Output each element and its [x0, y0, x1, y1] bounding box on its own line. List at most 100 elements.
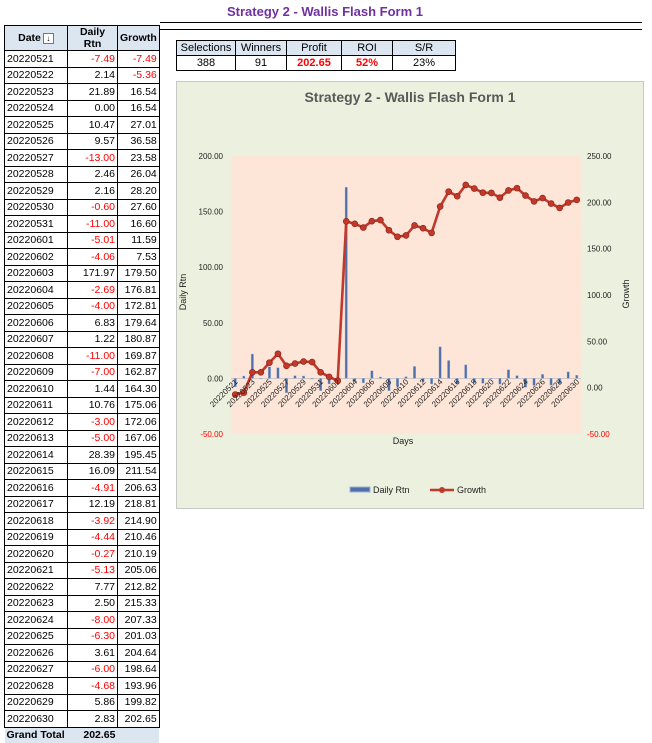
cell-daily-rtn[interactable]: 6.83: [67, 314, 118, 332]
cell-growth[interactable]: 27.60: [117, 198, 160, 216]
cell-daily-rtn[interactable]: 21.89: [67, 83, 118, 101]
cell-growth[interactable]: 207.33: [117, 611, 160, 629]
cell-date[interactable]: 20220622: [4, 578, 68, 596]
cell-date[interactable]: 20220528: [4, 165, 68, 183]
cell-date[interactable]: 20220602: [4, 248, 68, 266]
cell-date[interactable]: 20220524: [4, 99, 68, 117]
cell-daily-rtn[interactable]: 2.16: [67, 182, 118, 200]
cell-growth[interactable]: 204.64: [117, 644, 160, 662]
cell-daily-rtn[interactable]: -6.00: [67, 660, 118, 678]
cell-date[interactable]: 20220523: [4, 83, 68, 101]
cell-date[interactable]: 20220522: [4, 66, 68, 84]
cell-daily-rtn[interactable]: -5.00: [67, 429, 118, 447]
cell-growth[interactable]: 180.87: [117, 330, 160, 348]
cell-daily-rtn[interactable]: 12.19: [67, 495, 118, 513]
cell-daily-rtn[interactable]: -0.60: [67, 198, 118, 216]
cell-date[interactable]: 20220529: [4, 182, 68, 200]
cell-growth[interactable]: 210.19: [117, 545, 160, 563]
cell-growth[interactable]: 175.06: [117, 396, 160, 414]
cell-growth[interactable]: 167.06: [117, 429, 160, 447]
cell-growth[interactable]: 214.90: [117, 512, 160, 530]
cell-date[interactable]: 20220530: [4, 198, 68, 216]
cell-growth[interactable]: 176.81: [117, 281, 160, 299]
cell-growth[interactable]: 16.54: [117, 99, 160, 117]
cell-daily-rtn[interactable]: 16.09: [67, 462, 118, 480]
cell-date[interactable]: 20220620: [4, 545, 68, 563]
cell-daily-rtn[interactable]: -13.00: [67, 149, 118, 167]
cell-growth[interactable]: -5.36: [117, 66, 160, 84]
cell-growth[interactable]: 11.59: [117, 231, 160, 249]
cell-daily-rtn[interactable]: 2.46: [67, 165, 118, 183]
cell-date[interactable]: 20220525: [4, 116, 68, 134]
cell-date[interactable]: 20220612: [4, 413, 68, 431]
cell-growth[interactable]: 179.64: [117, 314, 160, 332]
cell-daily-rtn[interactable]: -3.00: [67, 413, 118, 431]
cell-date[interactable]: 20220531: [4, 215, 68, 233]
chart-container[interactable]: Strategy 2 - Wallis Flash Form 1 200.00 1…: [176, 81, 644, 509]
cell-date[interactable]: 20220611: [4, 396, 68, 414]
cell-daily-rtn[interactable]: -4.68: [67, 677, 118, 695]
cell-growth[interactable]: 205.06: [117, 561, 160, 579]
sort-filter-icon[interactable]: ↓: [42, 32, 54, 44]
cell-date[interactable]: 20220605: [4, 297, 68, 315]
cell-daily-rtn[interactable]: -3.92: [67, 512, 118, 530]
cell-date[interactable]: 20220624: [4, 611, 68, 629]
cell-growth[interactable]: 211.54: [117, 462, 160, 480]
cell-daily-rtn[interactable]: 28.39: [67, 446, 118, 464]
cell-date[interactable]: 20220527: [4, 149, 68, 167]
cell-daily-rtn[interactable]: 171.97: [67, 264, 118, 282]
cell-daily-rtn[interactable]: -5.01: [67, 231, 118, 249]
cell-daily-rtn[interactable]: 2.83: [67, 710, 118, 728]
cell-date[interactable]: 20220618: [4, 512, 68, 530]
cell-growth[interactable]: 199.82: [117, 693, 160, 711]
cell-growth[interactable]: 218.81: [117, 495, 160, 513]
cell-growth[interactable]: 16.54: [117, 83, 160, 101]
cell-growth[interactable]: 16.60: [117, 215, 160, 233]
cell-date[interactable]: 20220609: [4, 363, 68, 381]
chart-legend[interactable]: Daily Rtn Growth: [349, 485, 486, 495]
cell-daily-rtn[interactable]: -7.49: [67, 50, 118, 68]
cell-date[interactable]: 20220629: [4, 693, 68, 711]
cell-daily-rtn[interactable]: 10.76: [67, 396, 118, 414]
cell-growth[interactable]: 179.50: [117, 264, 160, 282]
cell-date[interactable]: 20220626: [4, 644, 68, 662]
cell-growth[interactable]: 7.53: [117, 248, 160, 266]
cell-daily-rtn[interactable]: 10.47: [67, 116, 118, 134]
cell-growth[interactable]: 172.81: [117, 297, 160, 315]
cell-daily-rtn[interactable]: -2.69: [67, 281, 118, 299]
cell-daily-rtn[interactable]: 2.50: [67, 594, 118, 612]
cell-date[interactable]: 20220617: [4, 495, 68, 513]
cell-growth[interactable]: 28.20: [117, 182, 160, 200]
header-date[interactable]: Date ↓: [4, 25, 68, 51]
cell-daily-rtn[interactable]: -0.27: [67, 545, 118, 563]
cell-growth[interactable]: 164.30: [117, 380, 160, 398]
cell-date[interactable]: 20220601: [4, 231, 68, 249]
cell-date[interactable]: 20220614: [4, 446, 68, 464]
cell-daily-rtn[interactable]: 7.77: [67, 578, 118, 596]
cell-date[interactable]: 20220526: [4, 132, 68, 150]
cell-date[interactable]: 20220627: [4, 660, 68, 678]
cell-growth[interactable]: 162.87: [117, 363, 160, 381]
cell-daily-rtn[interactable]: -8.00: [67, 611, 118, 629]
cell-daily-rtn[interactable]: 9.57: [67, 132, 118, 150]
cell-date[interactable]: 20220625: [4, 627, 68, 645]
cell-growth[interactable]: -7.49: [117, 50, 160, 68]
cell-growth[interactable]: 36.58: [117, 132, 160, 150]
cell-date[interactable]: 20220621: [4, 561, 68, 579]
cell-growth[interactable]: 27.01: [117, 116, 160, 134]
cell-growth[interactable]: 206.63: [117, 479, 160, 497]
cell-daily-rtn[interactable]: -11.00: [67, 347, 118, 365]
cell-daily-rtn[interactable]: -4.91: [67, 479, 118, 497]
cell-growth[interactable]: 201.03: [117, 627, 160, 645]
cell-date[interactable]: 20220521: [4, 50, 68, 68]
cell-daily-rtn[interactable]: 5.86: [67, 693, 118, 711]
cell-date[interactable]: 20220628: [4, 677, 68, 695]
cell-daily-rtn[interactable]: -4.00: [67, 297, 118, 315]
cell-growth[interactable]: 26.04: [117, 165, 160, 183]
cell-date[interactable]: 20220604: [4, 281, 68, 299]
cell-growth[interactable]: 172.06: [117, 413, 160, 431]
cell-growth[interactable]: 210.46: [117, 528, 160, 546]
cell-daily-rtn[interactable]: 0.00: [67, 99, 118, 117]
cell-daily-rtn[interactable]: 2.14: [67, 66, 118, 84]
cell-growth[interactable]: 215.33: [117, 594, 160, 612]
